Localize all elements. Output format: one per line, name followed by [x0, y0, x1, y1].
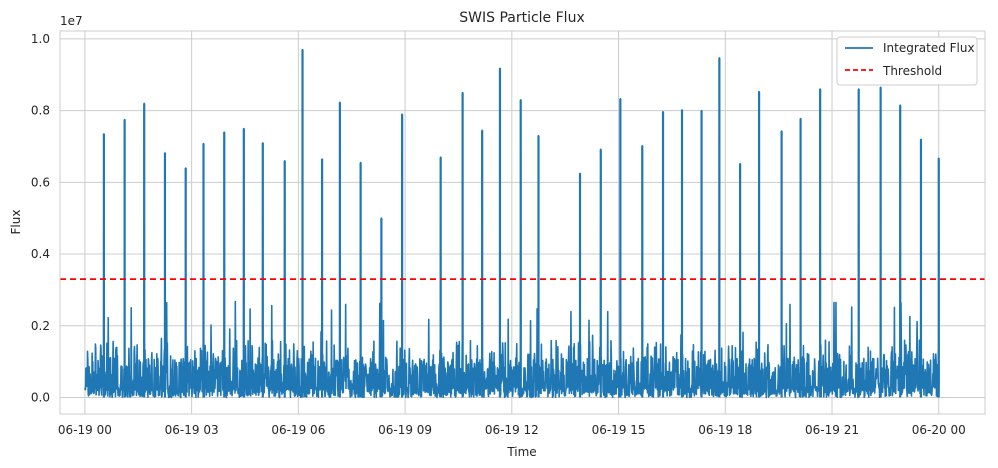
- x-tick-label: 06-19 15: [592, 423, 646, 437]
- y-offset-label: 1e7: [60, 14, 83, 28]
- chart-title: SWIS Particle Flux: [459, 10, 584, 26]
- plot-area: [60, 31, 985, 414]
- legend-threshold-label: Threshold: [882, 64, 942, 78]
- y-tick-label: 0.6: [31, 175, 50, 189]
- y-axis-ticks: 0.0 0.2 0.4 0.6 0.8 1.0: [31, 32, 50, 405]
- x-tick-label: 06-19 12: [485, 423, 539, 437]
- x-tick-label: 06-19 21: [805, 423, 859, 437]
- x-tick-label: 06-19 00: [58, 423, 112, 437]
- y-tick-label: 0.2: [31, 319, 50, 333]
- legend-flux-label: Integrated Flux: [883, 41, 975, 55]
- flux-series: [84, 48, 940, 399]
- y-tick-label: 0.4: [31, 247, 50, 261]
- x-tick-label: 06-19 18: [698, 423, 752, 437]
- x-tick-label: 06-20 00: [912, 423, 966, 437]
- x-tick-label: 06-19 06: [271, 423, 325, 437]
- x-tick-label: 06-19 09: [378, 423, 432, 437]
- flux-line: [84, 48, 940, 399]
- y-tick-label: 0.0: [31, 391, 50, 405]
- x-tick-label: 06-19 03: [165, 423, 219, 437]
- x-axis-label: Time: [506, 445, 536, 459]
- y-axis-label: Flux: [9, 210, 23, 235]
- y-tick-label: 0.8: [31, 104, 50, 118]
- legend: Integrated Flux Threshold: [836, 36, 978, 86]
- plot-frame: [59, 30, 986, 415]
- legend-box: [836, 36, 978, 86]
- y-tick-label: 1.0: [31, 32, 50, 46]
- x-axis-ticks: 06-19 00 06-19 03 06-19 06 06-19 09 06-19 12…: [58, 423, 966, 437]
- grid-lines: [60, 31, 985, 414]
